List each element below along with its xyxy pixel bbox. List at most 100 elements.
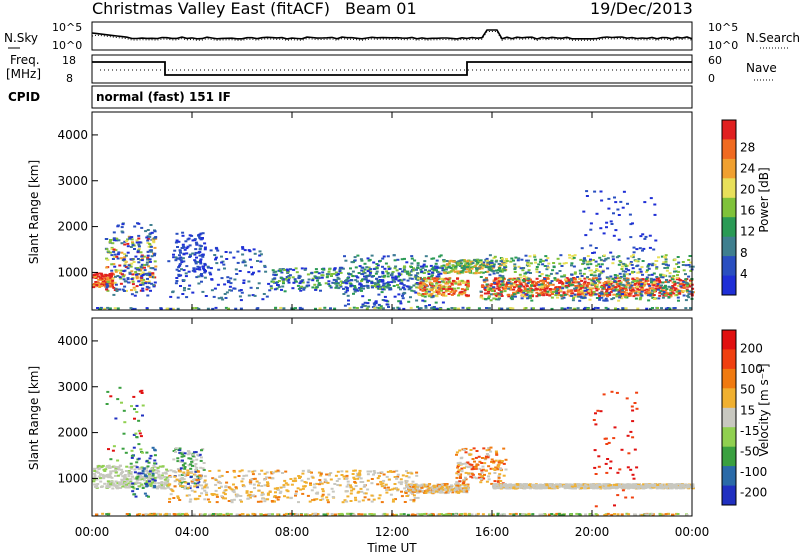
velocity-cell xyxy=(459,463,463,465)
power-cell xyxy=(688,265,692,268)
power-cell xyxy=(588,298,592,301)
velocity-cell xyxy=(123,474,127,476)
power-cell xyxy=(434,289,438,292)
power-cell xyxy=(528,281,532,283)
velocity-cell xyxy=(266,481,269,484)
power-cell xyxy=(306,273,310,276)
power-cell xyxy=(505,260,509,262)
power-cell xyxy=(583,282,587,285)
power-cell xyxy=(213,287,217,290)
power-cell xyxy=(414,277,418,280)
power-cell xyxy=(663,286,667,289)
power-cell xyxy=(367,305,371,308)
power-cell xyxy=(149,224,153,226)
velocity-cell xyxy=(357,490,361,493)
velocity-cell xyxy=(206,498,210,501)
power-cell xyxy=(618,293,622,296)
velocity-cell xyxy=(472,447,476,450)
power-cell xyxy=(475,270,479,273)
power-cell xyxy=(108,274,112,277)
power-cell xyxy=(134,271,138,273)
power-cell xyxy=(145,263,149,266)
power-cell xyxy=(485,307,488,309)
power-cell xyxy=(366,302,370,305)
velocity-cell xyxy=(222,497,225,500)
power-cell xyxy=(555,292,559,295)
power-cell xyxy=(654,260,658,262)
power-cell xyxy=(182,253,186,256)
power-cell xyxy=(492,290,496,292)
power-cell xyxy=(550,291,554,294)
velocity-cell xyxy=(193,477,197,480)
power-cell xyxy=(378,279,382,281)
power-cell xyxy=(152,241,156,244)
power-cell xyxy=(441,301,445,304)
velocity-cell xyxy=(445,489,449,492)
power-cell xyxy=(599,227,603,230)
velocity-cell xyxy=(121,483,125,486)
velocity-cell xyxy=(158,475,162,478)
power-cell xyxy=(599,190,603,193)
power-cell xyxy=(363,271,367,274)
power-cell xyxy=(517,290,521,293)
velocity-cell xyxy=(169,469,173,472)
power-cell xyxy=(239,289,243,291)
velocity-cell xyxy=(396,488,400,491)
velocity-cell xyxy=(462,466,466,469)
power-cell xyxy=(613,274,617,276)
colorbar-tick-label: 20 xyxy=(740,183,755,197)
power-cell xyxy=(326,275,330,278)
velocity-cell xyxy=(149,479,153,482)
velocity-cell xyxy=(473,476,477,479)
power-cell xyxy=(135,285,139,288)
power-cell xyxy=(583,289,587,292)
velocity-cell xyxy=(253,477,257,480)
power-cell xyxy=(646,264,650,267)
velocity-cell xyxy=(459,484,463,487)
power-cell xyxy=(664,294,668,296)
velocity-cell xyxy=(492,460,496,463)
power-cell xyxy=(467,294,470,297)
power-cell xyxy=(142,278,146,281)
power-cell xyxy=(540,293,544,295)
power-cell xyxy=(234,307,238,310)
velocity-cell xyxy=(186,469,190,472)
power-cell xyxy=(559,294,563,297)
power-cell xyxy=(287,281,291,284)
power-cell xyxy=(500,295,504,297)
velocity-cell xyxy=(477,476,481,479)
power-cell xyxy=(661,281,665,284)
power-cell xyxy=(597,280,600,283)
power-cell xyxy=(490,261,494,264)
power-cell xyxy=(135,268,139,271)
velocity-cell xyxy=(449,490,452,493)
power-cell xyxy=(375,277,379,280)
power-cell xyxy=(405,261,409,264)
power-cell xyxy=(359,258,363,261)
power-cell xyxy=(113,281,117,284)
velocity-cell xyxy=(115,466,119,469)
velocity-cell xyxy=(97,464,101,467)
velocity-cell xyxy=(409,498,413,501)
power-cell xyxy=(383,299,387,302)
power-cell xyxy=(597,275,601,278)
power-cell xyxy=(452,269,456,272)
power-cell xyxy=(552,266,556,269)
velocity-cell xyxy=(274,470,278,473)
power-cell xyxy=(513,263,517,266)
velocity-cell xyxy=(116,486,120,489)
power-cell xyxy=(394,265,398,268)
power-cell xyxy=(353,290,357,293)
power-cell xyxy=(414,291,418,294)
power-cell xyxy=(684,307,688,310)
velocity-cell xyxy=(376,477,380,480)
power-cell xyxy=(148,258,152,261)
power-cell xyxy=(174,241,178,244)
power-cell xyxy=(467,263,471,266)
velocity-cell xyxy=(331,490,335,493)
power-cell xyxy=(638,247,642,250)
power-cell xyxy=(651,288,654,290)
power-cell xyxy=(558,281,562,284)
power-cell xyxy=(349,267,352,270)
power-cell xyxy=(191,307,195,310)
